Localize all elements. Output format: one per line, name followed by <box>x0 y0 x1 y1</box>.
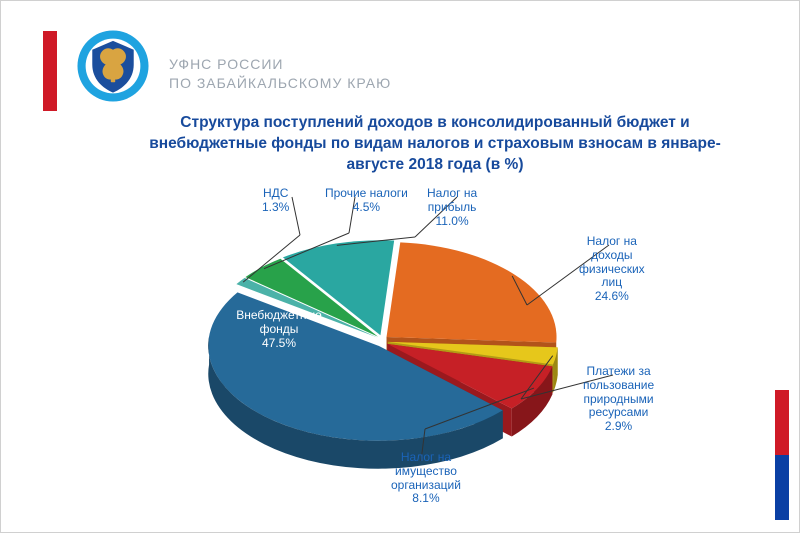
agency-logo <box>76 29 150 103</box>
leader2-profit <box>415 197 457 237</box>
accent-bar-left <box>43 31 57 111</box>
leader2-other <box>349 197 355 233</box>
slide: УФНС РОССИИ ПО ЗАБАЙКАЛЬСКОМУ КРАЮ Струк… <box>0 0 800 533</box>
org-name: УФНС РОССИИ ПО ЗАБАЙКАЛЬСКОМУ КРАЮ <box>169 55 391 93</box>
leader2-pit <box>527 245 609 305</box>
org-line2: ПО ЗАБАЙКАЛЬСКОМУ КРАЮ <box>169 74 391 93</box>
pie-svg <box>27 189 777 521</box>
pie-chart: Налог наприбыль11.0%Налог надоходыфизиче… <box>27 189 777 521</box>
accent-right-bottom <box>775 455 789 520</box>
chart-title: Структура поступлений доходов в консолид… <box>131 113 739 176</box>
accent-bar-right <box>775 390 789 520</box>
logo-icon <box>76 29 150 103</box>
slice-pit <box>387 242 557 342</box>
org-line1: УФНС РОССИИ <box>169 55 391 74</box>
leader2-vat <box>292 197 300 235</box>
accent-right-top <box>775 390 789 455</box>
